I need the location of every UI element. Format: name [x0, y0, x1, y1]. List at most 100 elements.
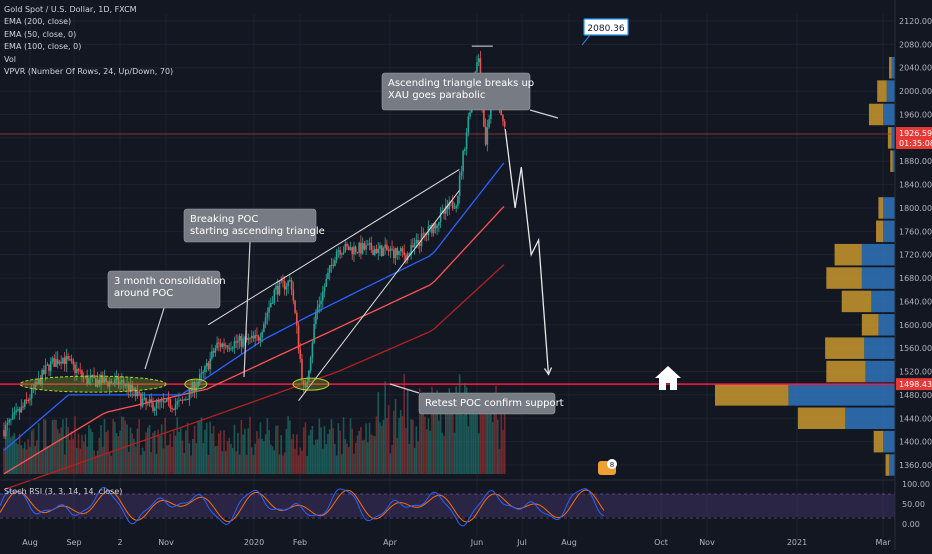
candle-body [8, 419, 10, 423]
volume-bar [100, 425, 102, 474]
candle-body [289, 280, 291, 282]
volume-bar [313, 444, 315, 474]
vpvr-down-bar [861, 314, 879, 336]
candle-body [3, 429, 5, 437]
candle-body [43, 369, 45, 375]
volume-bar [101, 446, 104, 474]
candle-body [425, 233, 428, 235]
callout-pointer [243, 241, 251, 378]
candle-body [483, 108, 485, 127]
candle-body [148, 399, 151, 403]
candle-body [401, 248, 404, 253]
candle-body [370, 242, 373, 251]
volume-bar [172, 430, 175, 474]
candle-body [250, 335, 253, 339]
candle-body [254, 335, 257, 339]
candle-body [219, 343, 222, 348]
candle-body [351, 247, 354, 255]
volume-bar [294, 448, 296, 474]
candle-body [467, 116, 470, 133]
candle-body [108, 381, 111, 387]
candle-body [285, 286, 288, 290]
legend-symbol[interactable]: Gold Spot / U.S. Dollar, 1D, FXCM [4, 5, 137, 14]
volume-bar [247, 428, 250, 474]
volume-bar [17, 444, 19, 474]
legend-ema200[interactable]: EMA (200, close) [4, 17, 72, 27]
volume-bar [121, 416, 123, 474]
candle-body [44, 365, 47, 375]
volume-bar [465, 387, 468, 474]
volume-bar [493, 392, 496, 474]
vpvr-down-bar [878, 197, 884, 219]
volume-bar [250, 447, 253, 474]
candle-body [204, 366, 206, 372]
vpvr-down-bar [887, 127, 892, 149]
volume-bar [271, 446, 274, 474]
volume-bar [276, 425, 279, 474]
candle-body [133, 388, 135, 391]
legend-ema50[interactable]: EMA (50, close, 0) [4, 29, 77, 39]
volume-bar [183, 452, 185, 474]
volume-bar [198, 421, 201, 474]
candle-body [476, 62, 478, 72]
volume-bar [166, 445, 168, 474]
legend-vpvr[interactable]: VPVR (Number Of Rows, 24, Up/Down, 70) [4, 67, 174, 77]
volume-bar [67, 426, 69, 474]
vpvr-up-bar [861, 243, 895, 266]
stoch-tick-label: 0.00 [902, 520, 920, 529]
high-label-box [583, 18, 629, 36]
candle-body [67, 355, 69, 360]
volume-bar [295, 434, 298, 474]
candle-body [145, 397, 147, 404]
volume-bar [479, 402, 482, 474]
candle-body [436, 225, 438, 229]
volume-bar [453, 432, 456, 474]
candle-body [367, 244, 369, 246]
candle-body [484, 126, 487, 145]
candle-body [27, 399, 30, 401]
volume-bar [436, 390, 438, 474]
vpvr-down-bar [889, 56, 892, 79]
candle-body [261, 331, 263, 338]
price-tick-label: 1440.00 [899, 414, 932, 423]
volume-bar [112, 419, 114, 474]
volume-bar [315, 439, 317, 474]
candle-body [136, 391, 139, 397]
volume-bar [503, 412, 506, 474]
legend-ema100[interactable]: EMA (100, close, 0) [4, 42, 82, 52]
date-tick-label: Nov [158, 538, 174, 547]
candle-body [112, 383, 114, 385]
volume-bar [450, 392, 452, 474]
date-tick-label: Oct [654, 538, 668, 547]
candle-body [150, 399, 153, 403]
vpvr-down-bar [825, 337, 865, 359]
volume-bar [360, 427, 362, 474]
price-tick-label: 1720.00 [899, 251, 932, 260]
volume-bar [334, 443, 336, 474]
volume-bar [375, 416, 378, 474]
volume-bar [192, 438, 194, 474]
volume-bar [4, 425, 7, 474]
volume-bar [146, 427, 149, 474]
legend-vol[interactable]: Vol [4, 54, 16, 64]
candle-body [6, 422, 9, 425]
candle-body [197, 381, 199, 387]
volume-bar [382, 419, 385, 474]
candle-body [202, 371, 205, 373]
price-tick-label: 1680.00 [899, 274, 932, 283]
callout-text: 3 month consolidation [114, 276, 226, 287]
candle-body [134, 388, 137, 397]
price-tick-label: 1640.00 [899, 297, 932, 306]
candle-body [308, 370, 310, 382]
volume-bar [446, 409, 449, 474]
candle-body [205, 362, 208, 367]
date-tick-label: Jul [516, 538, 527, 547]
volume-bars [3, 373, 506, 474]
volume-profile [715, 56, 895, 476]
volume-bar [455, 386, 457, 474]
price-tick-label: 1600.00 [899, 321, 932, 330]
price-tick-label: 2120.00 [899, 17, 932, 26]
candle-body [479, 58, 482, 83]
